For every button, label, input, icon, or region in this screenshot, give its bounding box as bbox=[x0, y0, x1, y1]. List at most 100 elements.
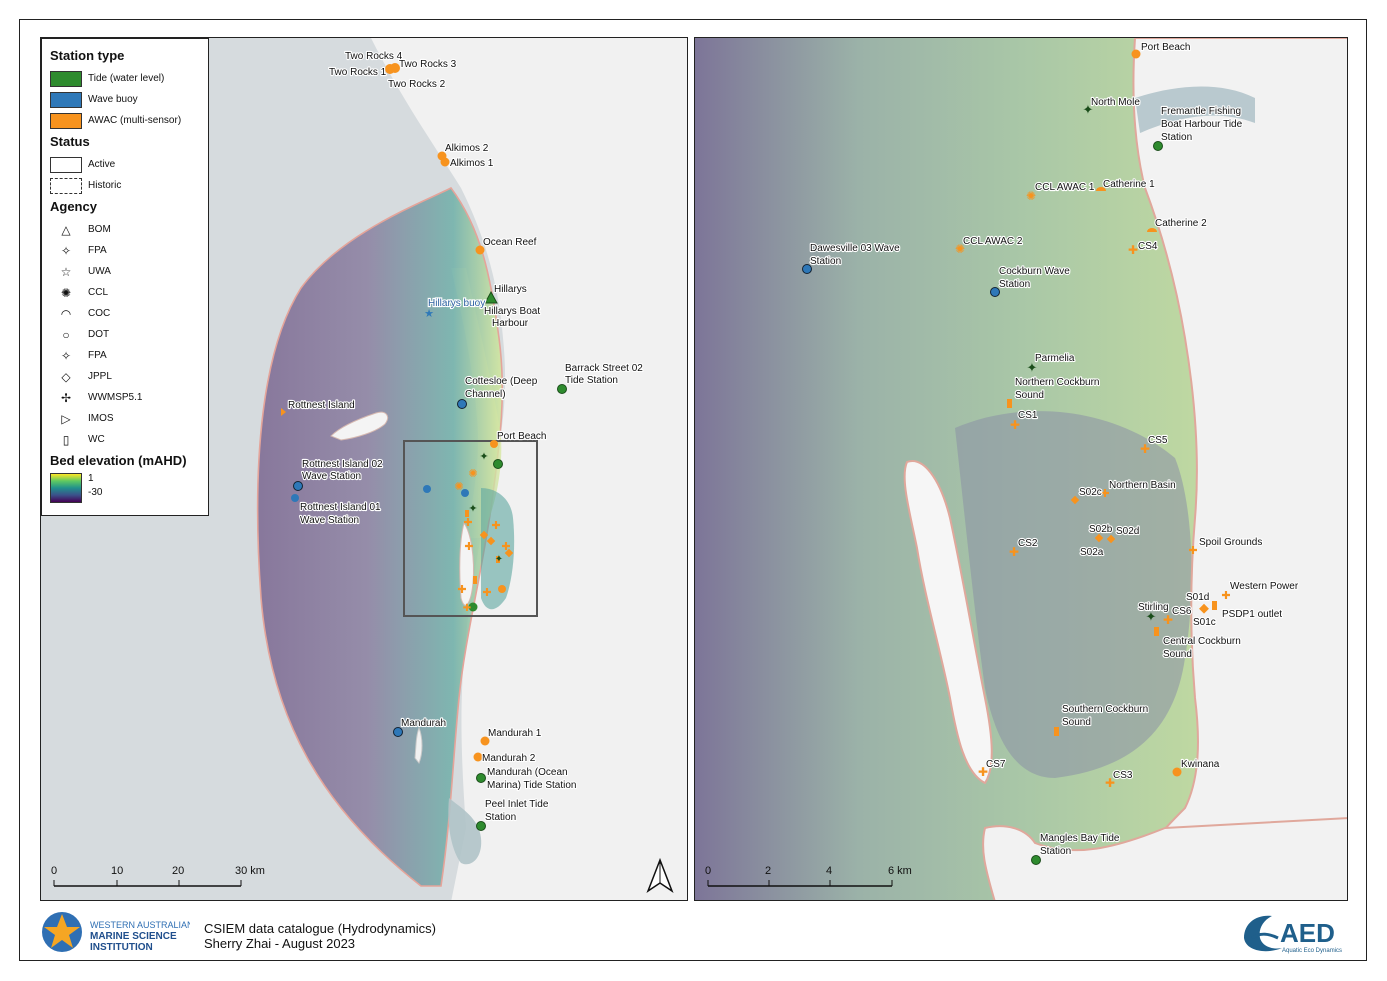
western-power-marker[interactable]: ✚ bbox=[1221, 590, 1230, 602]
ww-marker[interactable]: ✚ bbox=[491, 520, 500, 532]
cs1-marker[interactable]: ✚ bbox=[1010, 418, 1020, 432]
label-port-beach: Port Beach bbox=[1141, 42, 1190, 53]
cs2-marker[interactable]: ✚ bbox=[1009, 545, 1019, 559]
label-mangles-1: Mangles Bay Tide bbox=[1040, 833, 1120, 844]
fremantle-tide-marker[interactable] bbox=[1153, 141, 1163, 151]
legend-item-wave-buoy: Wave buoy bbox=[50, 89, 200, 110]
jppl-marker[interactable] bbox=[504, 548, 514, 558]
rottnest-01-marker[interactable] bbox=[291, 494, 299, 502]
cs7-marker[interactable]: ✚ bbox=[978, 765, 988, 779]
inset-wave-marker[interactable] bbox=[423, 485, 431, 493]
catherine-2-marker[interactable] bbox=[1147, 228, 1157, 232]
port-beach-marker[interactable] bbox=[1131, 49, 1141, 59]
label-s02d: S02d bbox=[1116, 526, 1139, 537]
two-rocks-marker[interactable] bbox=[390, 63, 400, 73]
kwinana-marker[interactable] bbox=[1172, 767, 1182, 777]
psdp1-marker[interactable] bbox=[1212, 601, 1217, 610]
mangles-bay-marker[interactable] bbox=[1031, 855, 1041, 865]
rottnest-02-marker[interactable] bbox=[293, 481, 303, 491]
label-two-rocks-3: Two Rocks 3 bbox=[399, 59, 457, 70]
label-port-beach: Port Beach bbox=[497, 431, 546, 442]
cockburn-sound-map[interactable]: ✦ ✺ ✺ ✚ ✦ ✚ ✚ ✚ ✚ ✚ ✚ ✦ ✚ ✚ ✚ Port Beach… bbox=[694, 37, 1348, 901]
stirling-marker[interactable]: ✦ bbox=[1146, 609, 1157, 624]
label-two-rocks-1: Two Rocks 1 bbox=[329, 67, 387, 78]
mandurah-2-marker[interactable] bbox=[473, 752, 483, 762]
cottesloe-marker[interactable] bbox=[457, 399, 467, 409]
cs4-marker[interactable]: ✚ bbox=[1128, 243, 1138, 257]
cs3-marker[interactable]: ✚ bbox=[1105, 776, 1115, 790]
dawesville-marker[interactable] bbox=[802, 264, 812, 274]
legend-item-agency: △ BOM bbox=[50, 219, 200, 240]
hillarys-marker[interactable] bbox=[484, 290, 498, 304]
star-icon: ☆ bbox=[60, 264, 72, 279]
station-markers[interactable]: ★ ✦ ✺ ✺ ✦ ✚ ✚ ✚ ✚ ✦ ✚ ✚ ✚ bbox=[281, 63, 567, 831]
label-parmelia: Parmelia bbox=[1035, 353, 1075, 364]
hillarys-buoy-marker[interactable]: ★ bbox=[424, 308, 434, 320]
ww-marker[interactable]: ✚ bbox=[482, 587, 491, 599]
ccl-awac-1-marker[interactable]: ✺ bbox=[1026, 189, 1036, 203]
fremantle-tide-marker[interactable] bbox=[493, 459, 503, 469]
svg-text:MARINE SCIENCE: MARINE SCIENCE bbox=[90, 931, 177, 942]
spoil-grounds-marker[interactable]: ✚ bbox=[1188, 545, 1197, 557]
station-markers[interactable]: ✦ ✺ ✺ ✚ ✦ ✚ ✚ ✚ ✚ ✚ ✚ ✦ ✚ ✚ ✚ bbox=[802, 49, 1231, 865]
label-cockburn-wave-1: Cockburn Wave bbox=[999, 266, 1070, 277]
rottnest-island-marker[interactable] bbox=[281, 408, 286, 416]
peel-inlet-marker[interactable] bbox=[476, 821, 486, 831]
ccl-marker[interactable]: ✺ bbox=[454, 481, 463, 493]
mandurah-marker[interactable] bbox=[393, 727, 403, 737]
wc-marker[interactable] bbox=[473, 576, 477, 584]
mandurah-1-marker[interactable] bbox=[480, 736, 490, 746]
label-s01c: S01c bbox=[1193, 617, 1216, 628]
ww-marker[interactable]: ✚ bbox=[463, 517, 472, 529]
label-rottnest-02-2: Wave Station bbox=[302, 471, 361, 482]
ww-marker[interactable]: ✚ bbox=[457, 584, 466, 596]
label-barrack-1: Barrack Street 02 bbox=[565, 363, 643, 374]
legend-heading-agency: Agency bbox=[50, 199, 97, 214]
cs6-marker[interactable]: ✚ bbox=[1163, 613, 1173, 627]
barrack-street-marker[interactable] bbox=[557, 384, 567, 394]
port-beach-marker[interactable] bbox=[490, 440, 498, 448]
wc-marker[interactable] bbox=[496, 556, 500, 563]
label-hillarys-buoy: Hillarys buoy bbox=[428, 298, 485, 309]
jppl-marker[interactable] bbox=[479, 530, 489, 540]
jppl-marker[interactable] bbox=[486, 536, 496, 546]
s01d-marker[interactable] bbox=[1199, 603, 1209, 614]
cockburn-wave-marker[interactable] bbox=[990, 287, 1000, 297]
wc-marker[interactable] bbox=[465, 510, 469, 517]
north-mole-marker[interactable]: ✦ bbox=[479, 451, 488, 463]
label-cs6: CS6 bbox=[1172, 606, 1192, 617]
label-southern-cockburn-2: Sound bbox=[1062, 717, 1091, 728]
north-mole-marker[interactable]: ✦ bbox=[1083, 102, 1094, 117]
map-title: CSIEM data catalogue (Hydrodynamics) bbox=[204, 921, 436, 936]
northern-cockburn-marker[interactable] bbox=[1007, 399, 1012, 408]
northern-basin-marker[interactable]: ✚ bbox=[1100, 488, 1109, 500]
alkimos-marker[interactable] bbox=[440, 157, 450, 167]
central-cockburn-marker[interactable] bbox=[1154, 627, 1159, 636]
stirling-marker[interactable]: ✦ bbox=[495, 554, 503, 565]
ww-marker[interactable]: ✚ bbox=[464, 541, 473, 553]
legend-item-agency: ▯ WC bbox=[50, 429, 200, 450]
legend-agency-label: WWMSP5.1 bbox=[88, 392, 143, 403]
inset-wave-marker[interactable] bbox=[461, 489, 469, 497]
kwinana-marker[interactable] bbox=[498, 585, 506, 593]
legend-item-agency: ✢ WWMSP5.1 bbox=[50, 387, 200, 408]
label-ccl-awac-1: CCL AWAC 1 bbox=[1035, 182, 1095, 193]
ocean-reef-marker[interactable] bbox=[475, 245, 485, 255]
catherine-1-marker[interactable] bbox=[1096, 187, 1106, 191]
ww-marker[interactable]: ✚ bbox=[463, 603, 471, 614]
ww-marker[interactable]: ✚ bbox=[501, 541, 510, 553]
s02c-marker[interactable] bbox=[1070, 495, 1080, 505]
ccl-marker[interactable]: ✺ bbox=[468, 468, 477, 480]
label-cs3: CS3 bbox=[1113, 770, 1133, 781]
ccl-awac-2-marker[interactable]: ✺ bbox=[955, 242, 965, 256]
parmelia-marker[interactable]: ✦ bbox=[468, 503, 477, 515]
mandurah-ocean-marker[interactable] bbox=[476, 773, 486, 783]
parmelia-marker[interactable]: ✦ bbox=[1027, 360, 1038, 375]
rectangle-icon: ▯ bbox=[62, 432, 70, 447]
legend-agency-label: IMOS bbox=[88, 413, 114, 424]
mangles-bay-marker[interactable] bbox=[468, 602, 478, 612]
southern-cockburn-marker[interactable] bbox=[1054, 727, 1059, 736]
label-peel-1: Peel Inlet Tide bbox=[485, 799, 549, 810]
cs5-marker[interactable]: ✚ bbox=[1140, 442, 1150, 456]
aed-logo: AED Aquatic Eco Dynamics bbox=[1238, 908, 1348, 956]
